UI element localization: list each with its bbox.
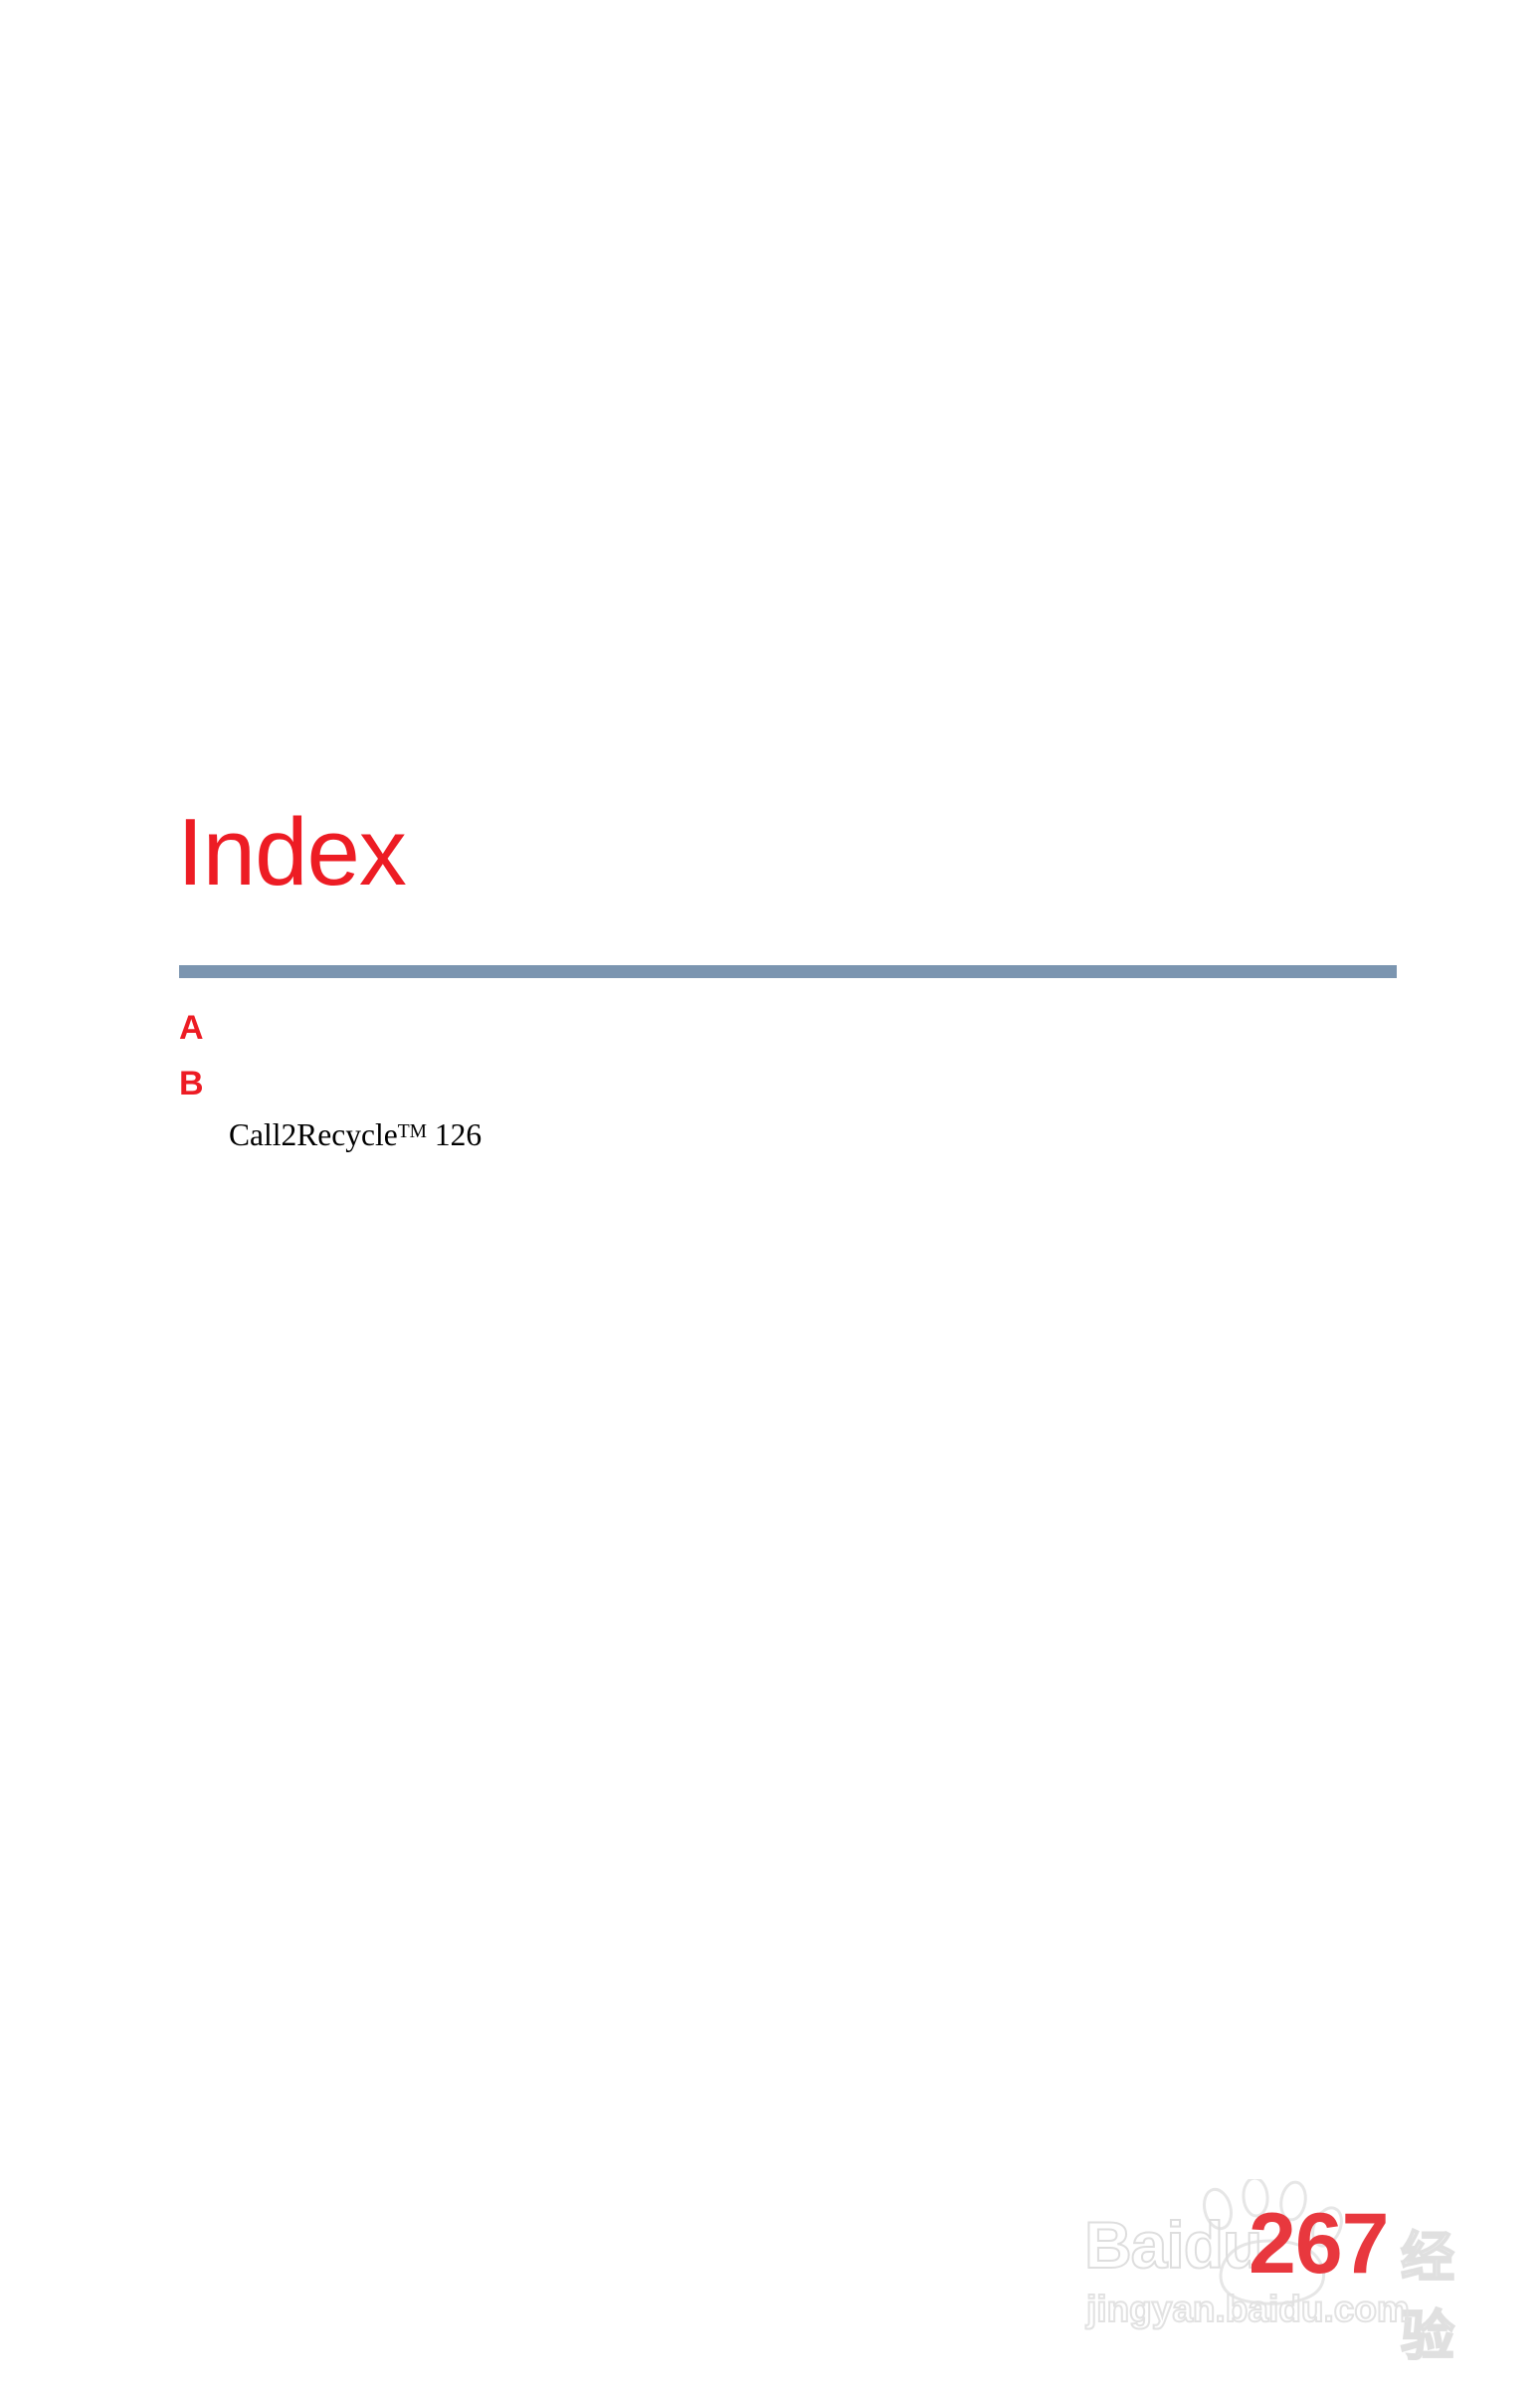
index-section-letter: B: [179, 1065, 204, 1102]
page-title: Index: [177, 799, 407, 906]
watermark-domain: jingyan.baidu.com: [1085, 2288, 1411, 2330]
index-subentry: Call2RecycleTM 126: [229, 1117, 482, 1152]
watermark-cn-mark: 经验: [1400, 2225, 1455, 2368]
index-column-left: A B Call2RecycleTM 126: [179, 1000, 736, 1160]
watermark-brand: Baidu: [1083, 2207, 1263, 2283]
trademark-glyph: TM: [397, 1120, 427, 1142]
title-divider-rule: [179, 965, 1397, 978]
index-section-letter: A: [179, 1009, 204, 1047]
page-number: 267: [1249, 2196, 1389, 2292]
